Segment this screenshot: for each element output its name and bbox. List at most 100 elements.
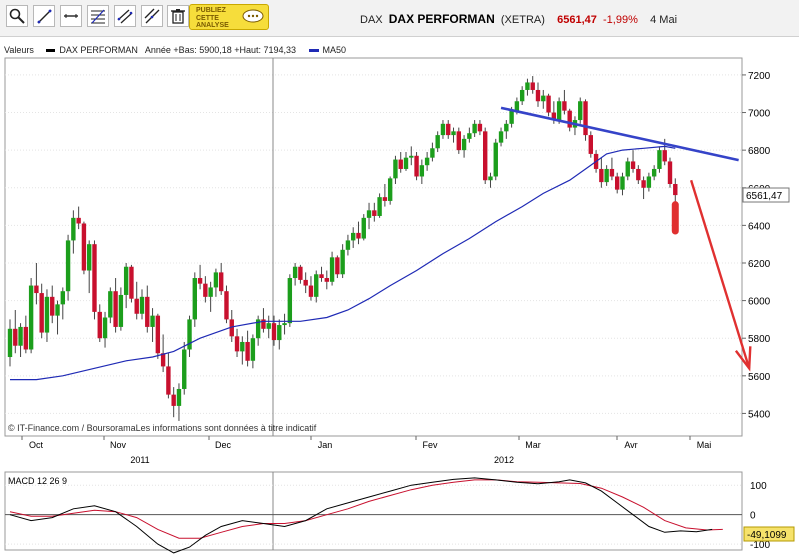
macd-axis: 100 0 -100: [750, 481, 770, 551]
macd-y-tick-label: 0: [750, 511, 756, 522]
promo-line3: ANALYSE: [196, 22, 229, 29]
candle-body: [414, 155, 419, 177]
legend-ma-label: MA50: [322, 45, 347, 55]
resistance-trendline: [500, 106, 739, 162]
candle-body: [97, 311, 102, 339]
promo-line1: PUBLIEZ: [196, 7, 226, 14]
candle-body: [28, 285, 34, 350]
candle-body: [266, 323, 271, 329]
candle-body: [213, 272, 219, 288]
macd-last-label: -49,1099: [747, 530, 787, 541]
candle-body: [50, 296, 55, 316]
downtrend-arrow-head: [734, 346, 752, 372]
quote-date: 4 Mai: [650, 14, 678, 26]
candle-body: [208, 287, 213, 297]
candle-body: [419, 165, 425, 177]
macd-line: [9, 477, 713, 554]
candle-body: [461, 138, 467, 151]
candle-body: [65, 240, 71, 292]
main-plot-frame: [4, 57, 743, 437]
y-tick-label: 6200: [748, 259, 771, 270]
candle-body: [71, 217, 76, 241]
candle-body: [525, 82, 530, 90]
legend-ma-swatch: [308, 49, 319, 53]
candle-body: [372, 210, 377, 216]
source-note: © IT-Finance.com / BoursoramaLes informa…: [8, 423, 317, 433]
publish-analysis-button[interactable]: PUBLIEZ CETTE ANALYSE: [189, 4, 269, 30]
candle-body: [646, 176, 652, 188]
fibonacci-tool-button[interactable]: [87, 5, 109, 27]
candle-body: [76, 217, 81, 224]
last-price-badge: 6561,47: [742, 187, 790, 203]
last-price-label: 6561,47: [746, 191, 783, 202]
candle-body: [340, 249, 345, 275]
candle-body: [160, 353, 166, 367]
channel-tool-button[interactable]: [114, 5, 136, 27]
instrument-header: DAX DAX PERFORMAN (XETRA) 6561,47 -1,99%…: [360, 12, 677, 26]
price-axis: 7200700068006600640062006000580056005400: [742, 71, 771, 420]
chart-legend: Valeurs DAX PERFORMAN Année +Bas: 5900,1…: [4, 45, 346, 55]
candle-body: [139, 296, 145, 314]
month-label: Fev: [422, 440, 438, 450]
month-label: Jan: [318, 440, 333, 450]
candle-body: [39, 293, 44, 333]
horizontal-line-tool-button[interactable]: [60, 5, 82, 27]
y-tick-label: 6400: [748, 221, 771, 232]
candle-body: [662, 150, 667, 162]
candle-body: [145, 296, 150, 327]
candle-body: [271, 323, 277, 341]
candle-body: [324, 278, 329, 282]
candle-body: [535, 89, 541, 102]
month-label: Nov: [110, 440, 127, 450]
candle-body: [551, 112, 557, 121]
candle-body: [229, 319, 234, 337]
candle-body: [335, 257, 340, 275]
candle-body: [108, 291, 113, 318]
legend-series-name: DAX PERFORMAN: [59, 45, 138, 55]
candle-body: [430, 148, 435, 158]
candle-body: [166, 366, 171, 395]
macd-grid: [5, 484, 742, 545]
candle-body: [240, 341, 245, 352]
candle-body: [176, 388, 182, 406]
candle-body: [44, 296, 50, 333]
year-label: 2011: [130, 455, 149, 465]
candle-body: [23, 326, 29, 350]
month-label: Dec: [215, 440, 232, 450]
candle-body: [483, 131, 488, 181]
candle-body: [673, 184, 678, 196]
candle-body: [118, 294, 124, 327]
candle-body: [424, 157, 430, 166]
candle-body: [303, 279, 308, 286]
speech-bubble-icon: [242, 9, 264, 23]
candle-body: [87, 244, 92, 271]
candle-body: [92, 244, 97, 312]
y-tick-label: 5800: [748, 334, 771, 345]
candle-body: [546, 95, 551, 113]
candle-body: [187, 319, 192, 350]
candle-body: [519, 89, 525, 102]
candle-body: [356, 232, 361, 239]
macd-plot-frame: [4, 471, 743, 551]
candle-body: [641, 180, 646, 188]
macd-y-tick-label: 100: [750, 481, 767, 492]
candle-body: [541, 95, 546, 102]
main-grid: [5, 74, 742, 414]
trendline-tool-button[interactable]: [33, 5, 55, 27]
toolbar: PUBLIEZ CETTE ANALYSE DAX DAX PERFORMAN …: [0, 0, 799, 37]
year-label: 2012: [494, 455, 514, 465]
candle-body: [292, 266, 298, 279]
candle-body: [81, 223, 87, 271]
candle-body: [224, 291, 229, 320]
y-tick-label: 7000: [748, 109, 771, 120]
parallel-tool-button[interactable]: [141, 5, 163, 27]
zoom-tool-button[interactable]: [6, 5, 28, 27]
candle-body: [113, 291, 118, 327]
candle-body: [282, 323, 287, 326]
candle-body: [504, 123, 509, 132]
delete-tool-button[interactable]: [167, 5, 189, 27]
candle-body: [530, 82, 535, 90]
candle-body: [556, 101, 562, 121]
macd-title: MACD 12 26 9: [8, 476, 67, 486]
